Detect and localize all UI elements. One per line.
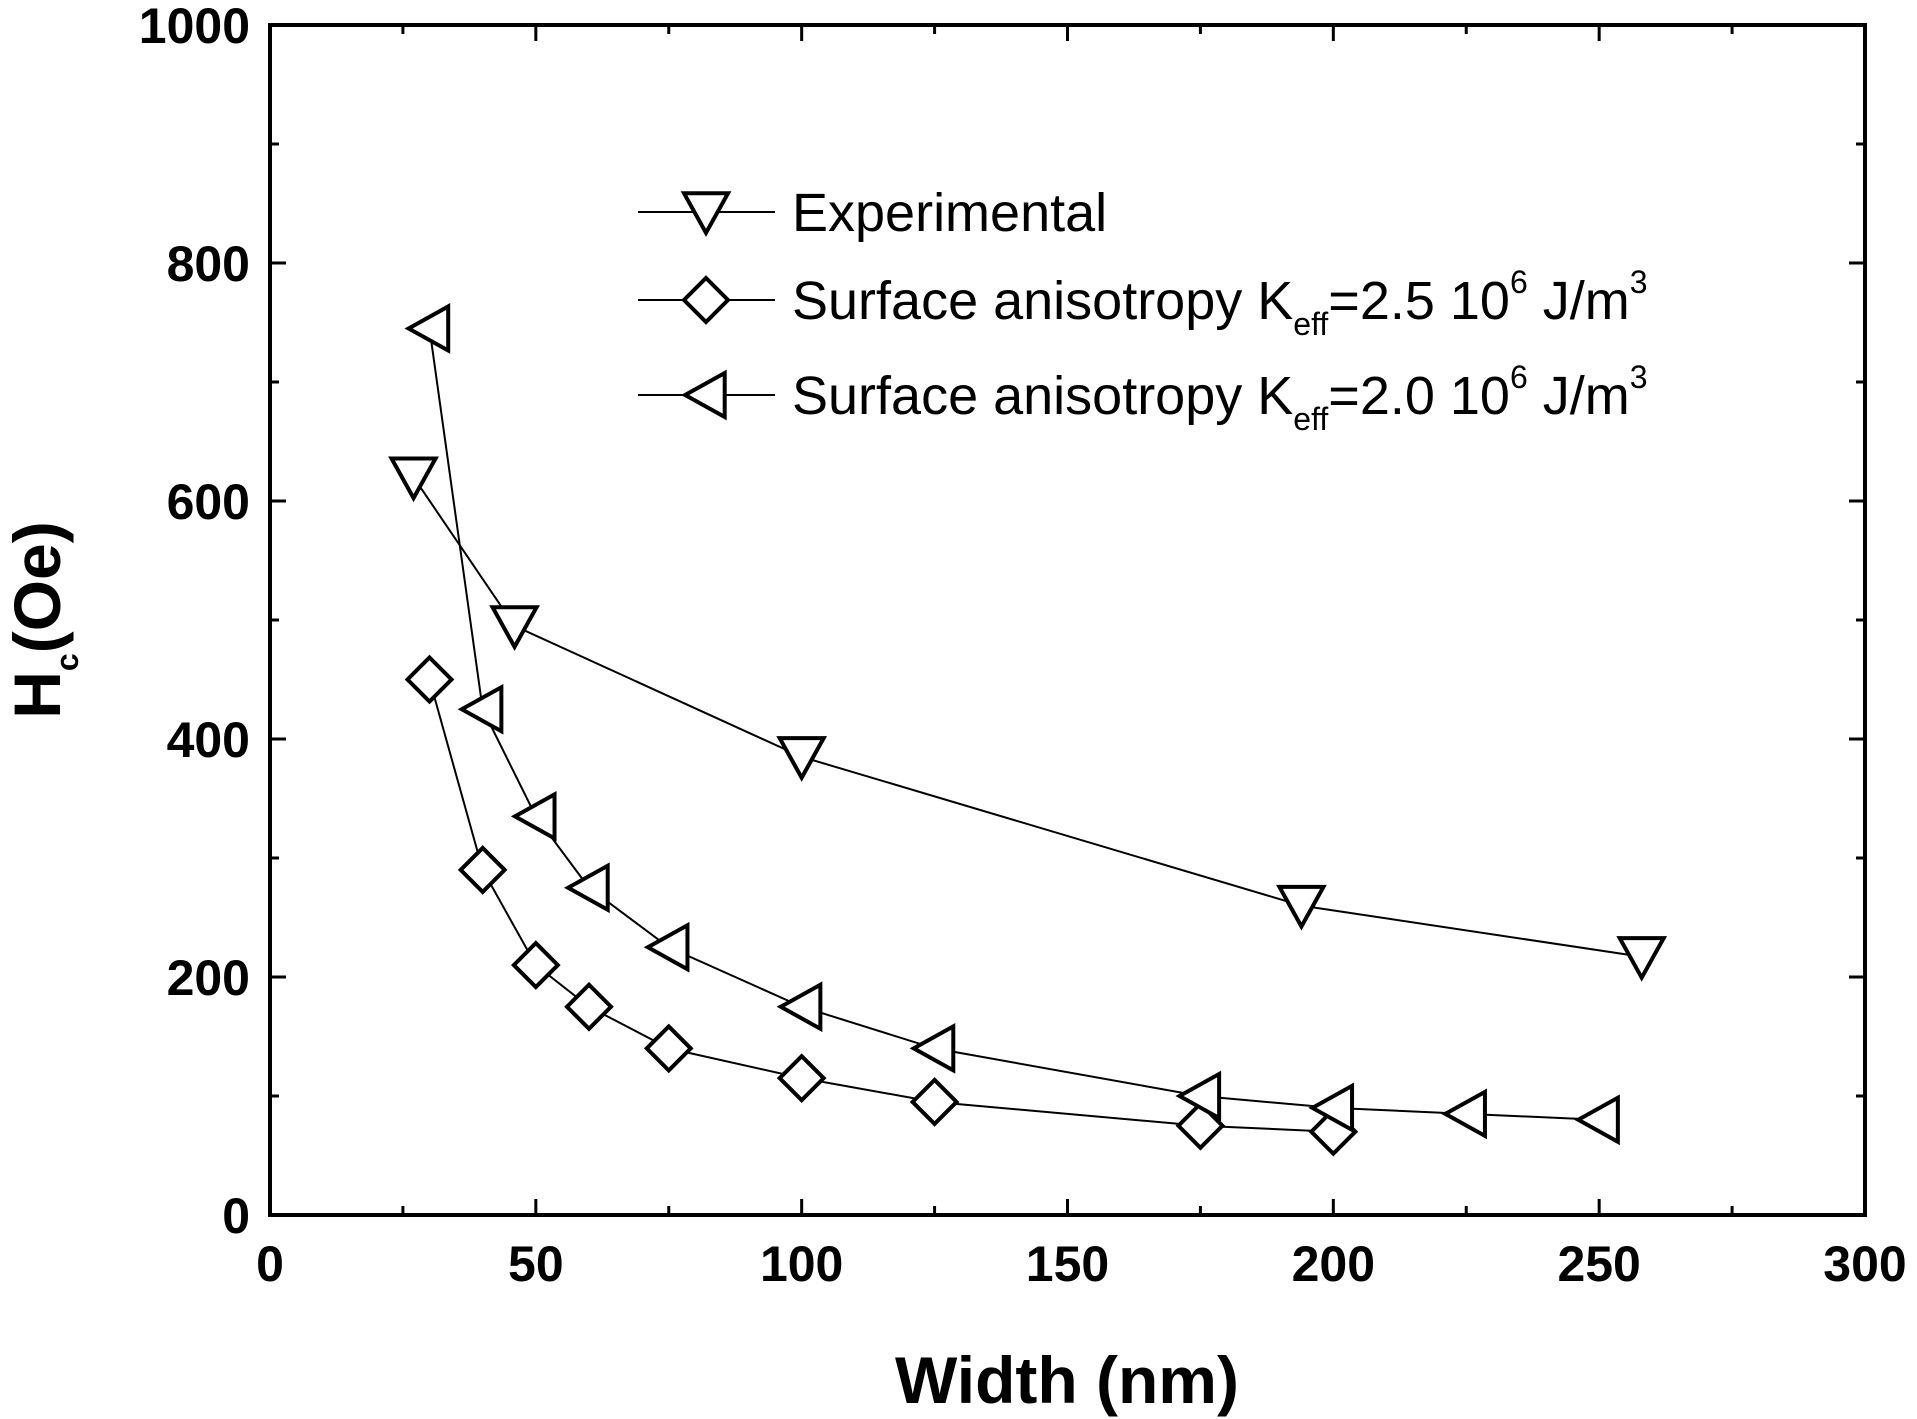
legend-label: Experimental [792,183,1107,243]
legend-item: Experimental [638,183,1107,243]
y-axis-title-rest: (Oe) [0,521,74,653]
legend-item: Surface anisotropy Keff=2.5 106 J/m3 [638,264,1648,342]
data-point [1616,936,1668,982]
x-tick-labels: 0 50 100 150 200 250 300 [256,1236,1907,1292]
legend-label: Surface anisotropy Keff=2.0 106 J/m3 [792,359,1648,437]
series-3 [404,303,1620,1146]
data-point [643,1023,694,1074]
data-point [776,981,823,1033]
data-point [1308,1082,1355,1134]
series-layer [388,303,1668,1157]
x-tick-label: 300 [1823,1236,1906,1292]
data-point [564,981,614,1032]
data-point [457,845,508,895]
data-point [1574,1094,1620,1146]
y-axis-title: Hc(Oe) [0,521,85,718]
data-point [643,921,690,973]
x-tick-label: 200 [1292,1236,1375,1292]
data-point [489,605,540,651]
y-tick-label: 1000 [139,0,250,54]
data-point [776,1053,827,1103]
data-point [1175,1070,1222,1122]
axis-ticks [268,23,1867,1217]
y-tick-label: 800 [167,236,250,292]
x-tick-label: 150 [1026,1236,1109,1292]
y-axis-title-main: H [0,671,74,719]
data-point [909,1077,960,1127]
data-point [457,683,504,735]
series-line [428,679,1334,1133]
x-tick-label: 100 [760,1236,843,1292]
data-point [776,736,828,782]
legend-marker [680,191,732,238]
y-tick-label: 600 [167,474,250,530]
legend-marker [681,275,731,325]
data-point [388,456,439,503]
y-axis-title-sub: c [49,653,85,671]
series-1 [388,456,1668,982]
y-tick-label: 200 [167,950,250,1006]
data-point [404,654,455,705]
x-tick-label: 50 [508,1236,564,1292]
x-tick-label: 0 [256,1236,284,1292]
data-point [511,940,561,990]
legend-marker [680,369,727,421]
data-point [510,790,557,842]
legend: Experimental Surface anisotropy Keff=2.5 … [638,183,1648,437]
x-axis-title: Width (nm) [895,1343,1239,1417]
data-point [1276,884,1327,931]
y-tick-labels: 0 200 400 600 800 1000 [139,0,250,1244]
x-tick-label: 250 [1557,1236,1640,1292]
data-point [909,1023,956,1074]
legend-label: Surface anisotropy Keff=2.5 106 J/m3 [792,264,1648,342]
legend-item: Surface anisotropy Keff=2.0 106 J/m3 [638,359,1648,437]
data-point [563,862,610,914]
data-point [1441,1088,1487,1140]
y-tick-label: 0 [222,1188,250,1244]
y-tick-label: 400 [167,712,250,768]
data-point [404,303,451,354]
